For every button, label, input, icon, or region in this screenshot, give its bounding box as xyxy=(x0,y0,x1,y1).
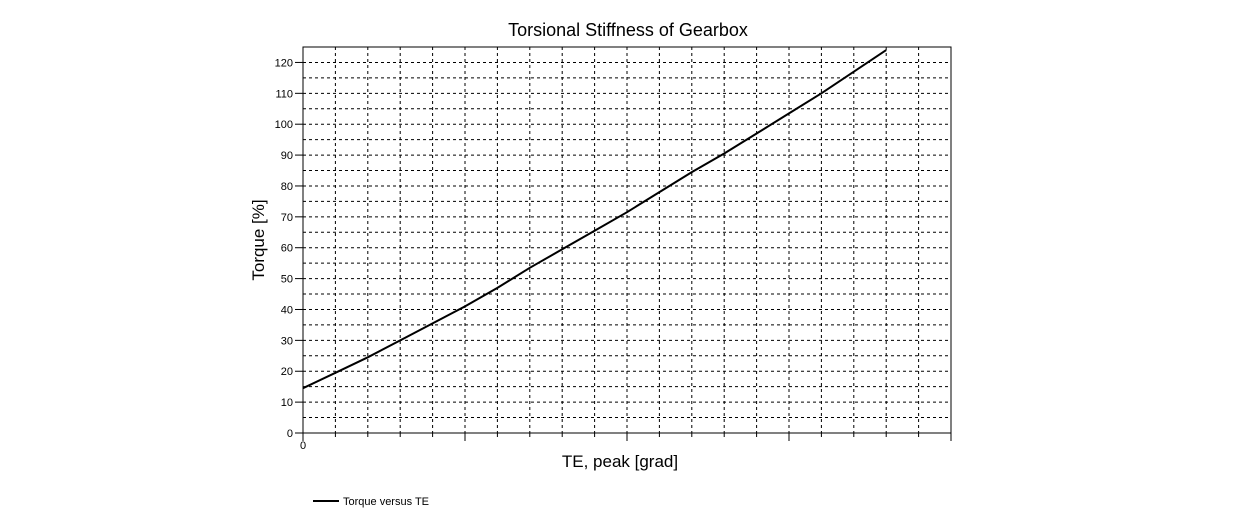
y-tick-label: 70 xyxy=(281,212,293,224)
y-tick-label: 20 xyxy=(281,366,293,378)
y-axis-label: Torque [%] xyxy=(249,199,268,280)
chart-title: Torsional Stiffness of Gearbox xyxy=(508,20,748,40)
y-tick-label: 40 xyxy=(281,304,293,316)
series-layer xyxy=(302,49,887,390)
y-tick-label: 100 xyxy=(275,119,293,131)
y-tick-label: 0 xyxy=(287,428,293,440)
legend: Torque versus TE xyxy=(313,496,429,508)
axes: 0 10 20 30 40 50 60 70 80 90 100 110 120 0 xyxy=(275,57,952,452)
series-line-torque-versus-te xyxy=(302,49,887,390)
grid xyxy=(303,47,951,433)
legend-label: Torque versus TE xyxy=(343,496,429,508)
y-tick-label: 60 xyxy=(281,243,293,255)
y-tick-label: 80 xyxy=(281,181,293,193)
y-tick-label: 120 xyxy=(275,57,293,69)
y-tick-label: 30 xyxy=(281,335,293,347)
x-axis-label: TE, peak [grad] xyxy=(562,452,678,471)
y-tick-label: 110 xyxy=(275,88,293,100)
x-tick-label: 0 xyxy=(300,440,306,452)
y-tick-label: 50 xyxy=(281,274,293,286)
y-tick-label: 10 xyxy=(281,397,293,409)
y-tick-label: 90 xyxy=(281,150,293,162)
